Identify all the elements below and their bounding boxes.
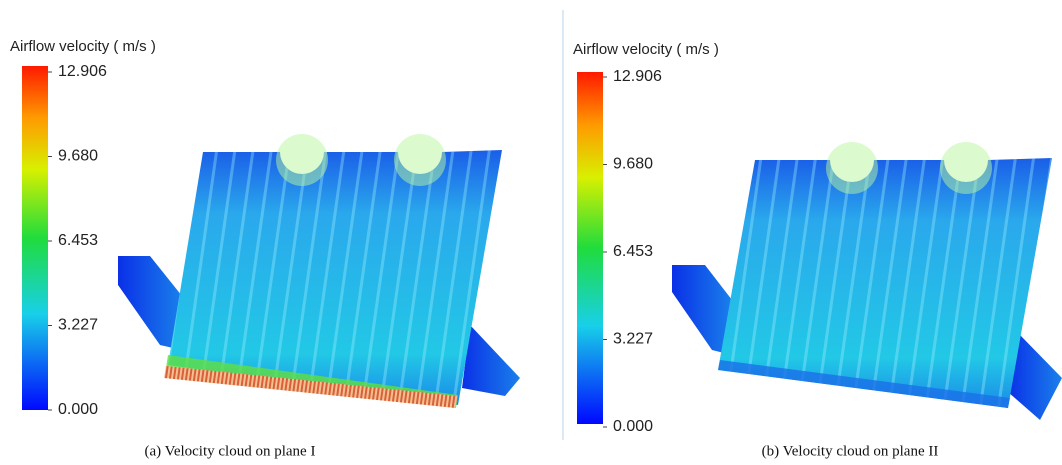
- colorbar: [577, 72, 603, 424]
- tick-label: 3.227: [58, 317, 98, 334]
- velocity-contour-b: [672, 142, 1062, 420]
- tick-label: 6.453: [613, 243, 653, 260]
- tick-label: 6.453: [58, 232, 98, 249]
- colorbar-title: Airflow velocity ( m/s ): [10, 38, 156, 55]
- caption: (b) Velocity cloud on plane II: [762, 443, 939, 459]
- tick-label: 0.000: [58, 401, 98, 418]
- tick-label: 0.000: [613, 418, 653, 435]
- tick-label: 9.680: [58, 148, 98, 165]
- tick-label: 9.680: [613, 156, 653, 173]
- colorbar: [22, 66, 48, 410]
- tick-label: 12.906: [613, 68, 662, 85]
- tick-label: 3.227: [613, 331, 653, 348]
- tick-label: 12.906: [58, 63, 107, 80]
- velocity-contour-a: [118, 134, 520, 408]
- colorbar-title: Airflow velocity ( m/s ): [573, 41, 719, 58]
- caption: (a) Velocity cloud on plane I: [145, 443, 316, 459]
